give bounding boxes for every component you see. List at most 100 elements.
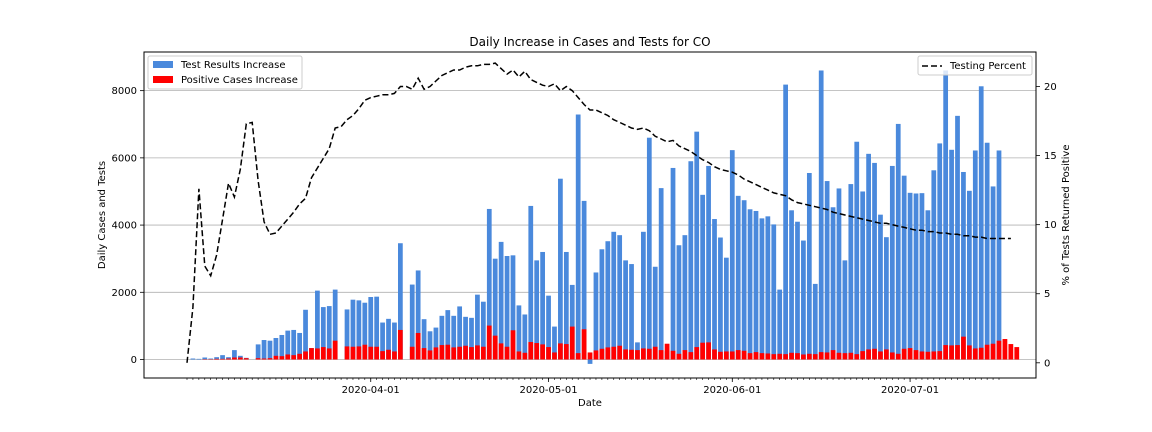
bar-positive <box>587 352 593 360</box>
bar-tests <box>398 243 403 360</box>
bar-positive <box>309 348 314 360</box>
bar-tests <box>214 357 220 360</box>
bar-positive <box>795 353 800 360</box>
bar-positive <box>427 350 433 360</box>
bar-positive <box>700 342 706 360</box>
bar-positive <box>783 354 788 360</box>
bar-tests <box>943 70 949 360</box>
bar-positive <box>854 354 860 360</box>
bar-tests <box>694 131 700 360</box>
bar-tests <box>439 315 445 360</box>
bar-tests <box>415 270 421 360</box>
bar-tests <box>569 284 575 360</box>
y-tick-label: 0 <box>131 355 137 366</box>
bar-tests <box>552 326 557 360</box>
bar-tests <box>978 86 984 360</box>
bar-positive <box>682 350 688 360</box>
bar-positive <box>356 346 362 360</box>
bar-positive <box>966 345 972 360</box>
bar-positive <box>332 340 338 360</box>
bar-tests <box>812 283 818 360</box>
y-axis-label: Daily Cases and Tests <box>97 161 108 269</box>
positive-cases-bars <box>202 325 1020 360</box>
bar-positive <box>593 350 599 360</box>
bar-positive <box>581 329 587 360</box>
bar-tests <box>599 249 605 360</box>
bar-positive <box>972 348 978 360</box>
bar-tests <box>546 295 551 360</box>
y2-tick-label: 10 <box>1044 220 1057 231</box>
bar-positive <box>320 347 326 360</box>
bar-positive <box>759 353 765 360</box>
bar-tests <box>540 251 545 360</box>
y2-tick-label: 20 <box>1044 82 1057 93</box>
bar-tests <box>747 209 753 360</box>
bar-tests <box>641 231 646 360</box>
bar-tests <box>457 306 463 360</box>
bar-positive <box>344 346 350 360</box>
bar-tests <box>783 84 788 360</box>
bar-tests <box>949 149 954 360</box>
bar-tests <box>409 284 415 360</box>
legend-left: Test Results Increase Positive Cases Inc… <box>147 55 303 90</box>
bar-positive <box>475 345 480 360</box>
bar-tests <box>226 357 231 360</box>
bar-positive <box>516 351 522 360</box>
bar-tests <box>326 306 332 360</box>
bar-tests <box>670 167 676 360</box>
bar-positive <box>380 351 385 360</box>
bar-tests <box>919 193 925 360</box>
bar-positive <box>522 352 528 360</box>
bar-tests <box>996 150 1002 360</box>
bar-positive <box>415 332 421 360</box>
bar-tests <box>925 210 931 360</box>
bar-tests <box>558 178 563 360</box>
bar-positive <box>919 351 925 360</box>
bar-positive <box>368 346 374 360</box>
bar-tests <box>955 115 960 360</box>
bar-positive <box>670 350 676 360</box>
bar-positive <box>789 352 794 360</box>
bar-tests <box>273 338 279 360</box>
bar-tests <box>872 162 877 360</box>
legend-left-box <box>147 55 303 90</box>
bar-positive <box>996 340 1002 360</box>
legend-swatch-positive <box>153 76 173 83</box>
bar-positive <box>291 355 297 360</box>
bar-tests <box>966 190 972 360</box>
bar-tests <box>315 290 320 360</box>
bar-tests <box>842 260 848 360</box>
bar-positive <box>830 350 836 360</box>
bar-tests <box>848 184 854 360</box>
bar-positive <box>409 346 415 360</box>
legend-label-percent: Testing Percent <box>949 61 1026 72</box>
bar-tests <box>931 170 937 360</box>
bar-tests <box>492 258 498 360</box>
y2-axis-ticks: 0 5 10 15 20 <box>1036 82 1057 369</box>
bar-positive <box>1002 339 1008 360</box>
bar-tests <box>392 322 397 360</box>
bar-tests <box>795 221 800 360</box>
bar-tests <box>368 297 374 360</box>
bar-positive <box>801 354 806 360</box>
bar-tests <box>522 314 528 360</box>
bar-positive <box>540 344 545 360</box>
bar-positive <box>267 358 273 360</box>
legend-right: Testing Percent <box>917 55 1033 76</box>
bar-tests <box>303 309 308 360</box>
bar-tests <box>587 359 593 364</box>
bar-positive <box>712 349 717 360</box>
x-axis-label: Date <box>578 398 602 409</box>
bar-tests <box>427 331 433 360</box>
legend-swatch-tests <box>153 61 173 68</box>
bar-positive <box>439 345 445 360</box>
bar-positive <box>931 351 937 360</box>
bar-tests <box>320 307 326 360</box>
bar-positive <box>765 353 771 360</box>
bar-tests <box>706 165 711 360</box>
bar-positive <box>558 343 563 360</box>
bar-tests <box>563 251 569 360</box>
bar-tests <box>605 241 611 360</box>
bar-tests <box>801 240 806 360</box>
